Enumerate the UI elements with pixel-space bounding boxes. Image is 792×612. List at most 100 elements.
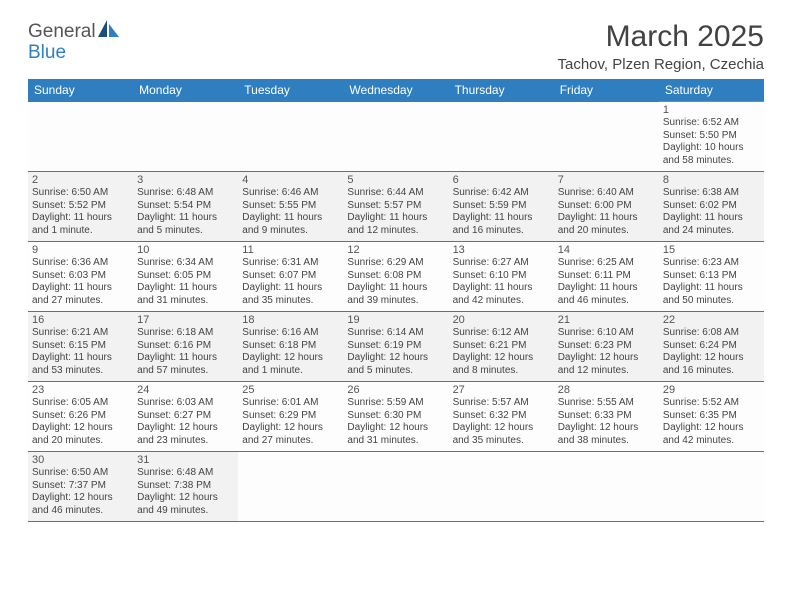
calendar-cell: 16Sunrise: 6:21 AMSunset: 6:15 PMDayligh… — [28, 312, 133, 382]
calendar-cell: 23Sunrise: 6:05 AMSunset: 6:26 PMDayligh… — [28, 382, 133, 452]
logo-part1: General — [28, 21, 96, 43]
calendar-cell — [554, 102, 659, 172]
day-info: Sunrise: 6:50 AMSunset: 7:37 PMDaylight:… — [32, 467, 129, 517]
calendar-cell: 19Sunrise: 6:14 AMSunset: 6:19 PMDayligh… — [343, 312, 448, 382]
calendar-cell — [449, 102, 554, 172]
day-info: Sunrise: 6:52 AMSunset: 5:50 PMDaylight:… — [663, 117, 760, 167]
calendar-cell: 29Sunrise: 5:52 AMSunset: 6:35 PMDayligh… — [659, 382, 764, 452]
calendar-cell: 24Sunrise: 6:03 AMSunset: 6:27 PMDayligh… — [133, 382, 238, 452]
day-number: 5 — [347, 174, 444, 186]
calendar-cell: 18Sunrise: 6:16 AMSunset: 6:18 PMDayligh… — [238, 312, 343, 382]
calendar-cell — [343, 102, 448, 172]
calendar-head: SundayMondayTuesdayWednesdayThursdayFrid… — [28, 79, 764, 102]
calendar-row: 1Sunrise: 6:52 AMSunset: 5:50 PMDaylight… — [28, 102, 764, 172]
weekday-row: SundayMondayTuesdayWednesdayThursdayFrid… — [28, 79, 764, 102]
day-info: Sunrise: 6:05 AMSunset: 6:26 PMDaylight:… — [32, 397, 129, 447]
calendar-cell: 26Sunrise: 5:59 AMSunset: 6:30 PMDayligh… — [343, 382, 448, 452]
day-info: Sunrise: 6:34 AMSunset: 6:05 PMDaylight:… — [137, 257, 234, 307]
header: General March 2025 Tachov, Plzen Region,… — [28, 20, 764, 73]
day-info: Sunrise: 6:48 AMSunset: 5:54 PMDaylight:… — [137, 187, 234, 237]
day-number: 6 — [453, 174, 550, 186]
calendar-cell: 22Sunrise: 6:08 AMSunset: 6:24 PMDayligh… — [659, 312, 764, 382]
calendar-cell: 20Sunrise: 6:12 AMSunset: 6:21 PMDayligh… — [449, 312, 554, 382]
logo-part2-wrap: Blue — [28, 42, 66, 64]
calendar-cell: 30Sunrise: 6:50 AMSunset: 7:37 PMDayligh… — [28, 452, 133, 522]
weekday-header: Friday — [554, 79, 659, 102]
day-number: 11 — [242, 244, 339, 256]
calendar-cell: 25Sunrise: 6:01 AMSunset: 6:29 PMDayligh… — [238, 382, 343, 452]
day-info: Sunrise: 6:14 AMSunset: 6:19 PMDaylight:… — [347, 327, 444, 377]
day-number: 10 — [137, 244, 234, 256]
month-title: March 2025 — [558, 20, 765, 54]
calendar-cell: 7Sunrise: 6:40 AMSunset: 6:00 PMDaylight… — [554, 172, 659, 242]
day-info: Sunrise: 6:27 AMSunset: 6:10 PMDaylight:… — [453, 257, 550, 307]
day-info: Sunrise: 5:52 AMSunset: 6:35 PMDaylight:… — [663, 397, 760, 447]
day-info: Sunrise: 6:42 AMSunset: 5:59 PMDaylight:… — [453, 187, 550, 237]
day-info: Sunrise: 6:36 AMSunset: 6:03 PMDaylight:… — [32, 257, 129, 307]
logo-part2: Blue — [28, 42, 66, 63]
calendar-cell: 9Sunrise: 6:36 AMSunset: 6:03 PMDaylight… — [28, 242, 133, 312]
day-number: 17 — [137, 314, 234, 326]
calendar-body: 1Sunrise: 6:52 AMSunset: 5:50 PMDaylight… — [28, 102, 764, 522]
day-info: Sunrise: 6:46 AMSunset: 5:55 PMDaylight:… — [242, 187, 339, 237]
day-info: Sunrise: 6:50 AMSunset: 5:52 PMDaylight:… — [32, 187, 129, 237]
calendar-cell — [238, 102, 343, 172]
calendar-cell — [659, 452, 764, 522]
day-info: Sunrise: 6:23 AMSunset: 6:13 PMDaylight:… — [663, 257, 760, 307]
calendar-row: 16Sunrise: 6:21 AMSunset: 6:15 PMDayligh… — [28, 312, 764, 382]
weekday-header: Monday — [133, 79, 238, 102]
calendar-cell: 4Sunrise: 6:46 AMSunset: 5:55 PMDaylight… — [238, 172, 343, 242]
calendar-cell: 8Sunrise: 6:38 AMSunset: 6:02 PMDaylight… — [659, 172, 764, 242]
calendar-cell: 12Sunrise: 6:29 AMSunset: 6:08 PMDayligh… — [343, 242, 448, 312]
calendar-cell: 3Sunrise: 6:48 AMSunset: 5:54 PMDaylight… — [133, 172, 238, 242]
day-number: 13 — [453, 244, 550, 256]
weekday-header: Thursday — [449, 79, 554, 102]
day-number: 12 — [347, 244, 444, 256]
day-number: 31 — [137, 454, 234, 466]
calendar-cell: 21Sunrise: 6:10 AMSunset: 6:23 PMDayligh… — [554, 312, 659, 382]
day-number: 22 — [663, 314, 760, 326]
day-number: 21 — [558, 314, 655, 326]
day-number: 27 — [453, 384, 550, 396]
day-info: Sunrise: 6:16 AMSunset: 6:18 PMDaylight:… — [242, 327, 339, 377]
calendar-cell — [133, 102, 238, 172]
calendar-cell: 1Sunrise: 6:52 AMSunset: 5:50 PMDaylight… — [659, 102, 764, 172]
day-number: 7 — [558, 174, 655, 186]
day-number: 20 — [453, 314, 550, 326]
day-number: 24 — [137, 384, 234, 396]
weekday-header: Tuesday — [238, 79, 343, 102]
day-info: Sunrise: 6:01 AMSunset: 6:29 PMDaylight:… — [242, 397, 339, 447]
weekday-header: Sunday — [28, 79, 133, 102]
day-info: Sunrise: 6:18 AMSunset: 6:16 PMDaylight:… — [137, 327, 234, 377]
weekday-header: Wednesday — [343, 79, 448, 102]
day-info: Sunrise: 5:55 AMSunset: 6:33 PMDaylight:… — [558, 397, 655, 447]
day-number: 19 — [347, 314, 444, 326]
calendar-cell — [554, 452, 659, 522]
day-number: 26 — [347, 384, 444, 396]
day-info: Sunrise: 6:10 AMSunset: 6:23 PMDaylight:… — [558, 327, 655, 377]
day-number: 28 — [558, 384, 655, 396]
calendar-cell: 13Sunrise: 6:27 AMSunset: 6:10 PMDayligh… — [449, 242, 554, 312]
day-info: Sunrise: 6:12 AMSunset: 6:21 PMDaylight:… — [453, 327, 550, 377]
day-number: 9 — [32, 244, 129, 256]
day-info: Sunrise: 6:48 AMSunset: 7:38 PMDaylight:… — [137, 467, 234, 517]
calendar-cell: 14Sunrise: 6:25 AMSunset: 6:11 PMDayligh… — [554, 242, 659, 312]
calendar-cell: 2Sunrise: 6:50 AMSunset: 5:52 PMDaylight… — [28, 172, 133, 242]
weekday-header: Saturday — [659, 79, 764, 102]
location: Tachov, Plzen Region, Czechia — [558, 56, 765, 73]
day-info: Sunrise: 6:08 AMSunset: 6:24 PMDaylight:… — [663, 327, 760, 377]
calendar-row: 2Sunrise: 6:50 AMSunset: 5:52 PMDaylight… — [28, 172, 764, 242]
day-number: 30 — [32, 454, 129, 466]
calendar-cell: 11Sunrise: 6:31 AMSunset: 6:07 PMDayligh… — [238, 242, 343, 312]
day-number: 15 — [663, 244, 760, 256]
calendar-cell: 15Sunrise: 6:23 AMSunset: 6:13 PMDayligh… — [659, 242, 764, 312]
calendar-cell — [28, 102, 133, 172]
logo: General — [28, 20, 120, 44]
day-info: Sunrise: 6:31 AMSunset: 6:07 PMDaylight:… — [242, 257, 339, 307]
day-number: 25 — [242, 384, 339, 396]
day-info: Sunrise: 6:40 AMSunset: 6:00 PMDaylight:… — [558, 187, 655, 237]
day-number: 4 — [242, 174, 339, 186]
sail-icon — [98, 20, 120, 38]
day-info: Sunrise: 6:03 AMSunset: 6:27 PMDaylight:… — [137, 397, 234, 447]
calendar-cell: 17Sunrise: 6:18 AMSunset: 6:16 PMDayligh… — [133, 312, 238, 382]
